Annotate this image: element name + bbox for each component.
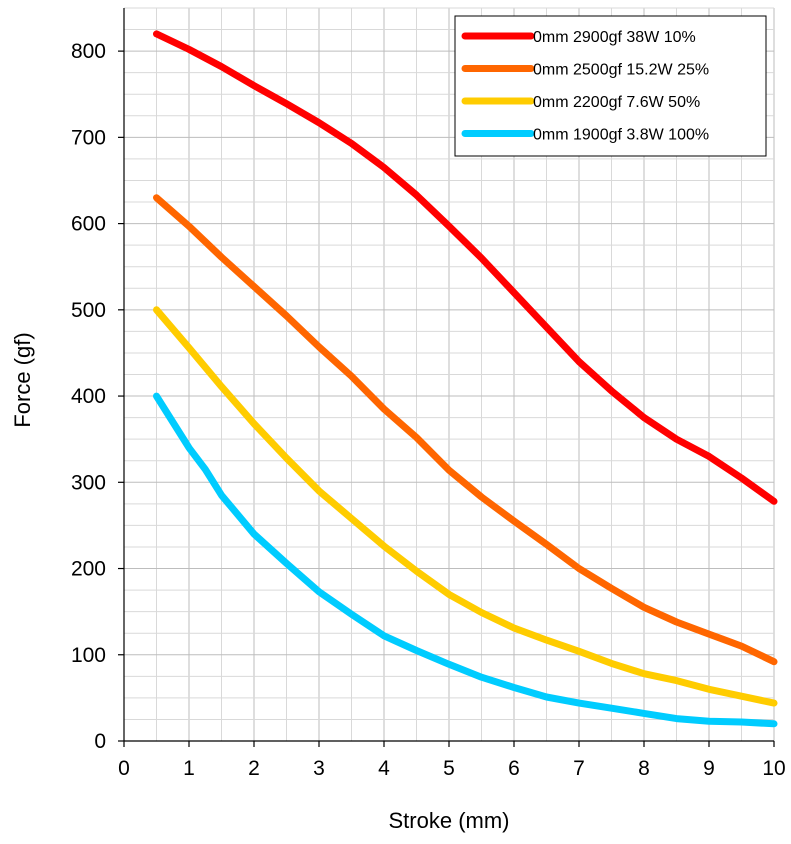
x-tick-label: 2 [248,757,260,780]
x-tick-label: 1 [183,757,195,780]
x-tick-label: 5 [443,757,455,780]
x-tick-label: 8 [638,757,650,780]
legend: 0mm 2900gf 38W 10% 0mm 2500gf 15.2W 25% 0m… [454,15,767,157]
y-tick-label: 300 [71,471,106,494]
y-tick-label: 500 [71,299,106,322]
y-tick-label: 700 [71,126,106,149]
legend-entry-label: 0mm 2900gf 38W 10% [533,29,696,46]
x-axis-title: Stroke (mm) [389,808,510,833]
x-tick-label: 0 [118,757,130,780]
legend-entry-label: 0mm 2500gf 15.2W 25% [533,62,709,79]
x-tick-label: 7 [573,757,585,780]
y-tick-label: 200 [71,558,106,581]
x-tick-label: 10 [762,757,785,780]
x-tick-label: 3 [313,757,325,780]
series-line-1 [153,30,778,505]
y-tick-label: 800 [71,40,106,63]
axes [118,8,775,747]
series-line-2 [153,194,778,666]
y-tick-label: 600 [71,213,106,236]
series-line-3 [153,306,778,707]
series-lines [153,30,778,728]
legend-entry-label: 0mm 2200gf 7.6W 50% [533,94,700,111]
y-axis-title: Force (gf) [10,332,35,427]
legend-entry-label: 0mm 1900gf 3.8W 100% [533,127,709,144]
y-tick-label: 400 [71,385,106,408]
x-tick-label: 6 [508,757,520,780]
series-line-4 [153,392,778,728]
x-tick-label: 9 [703,757,715,780]
y-tick-label: 0 [94,730,106,753]
y-tick-label: 100 [71,644,106,667]
x-tick-label: 4 [378,757,390,780]
